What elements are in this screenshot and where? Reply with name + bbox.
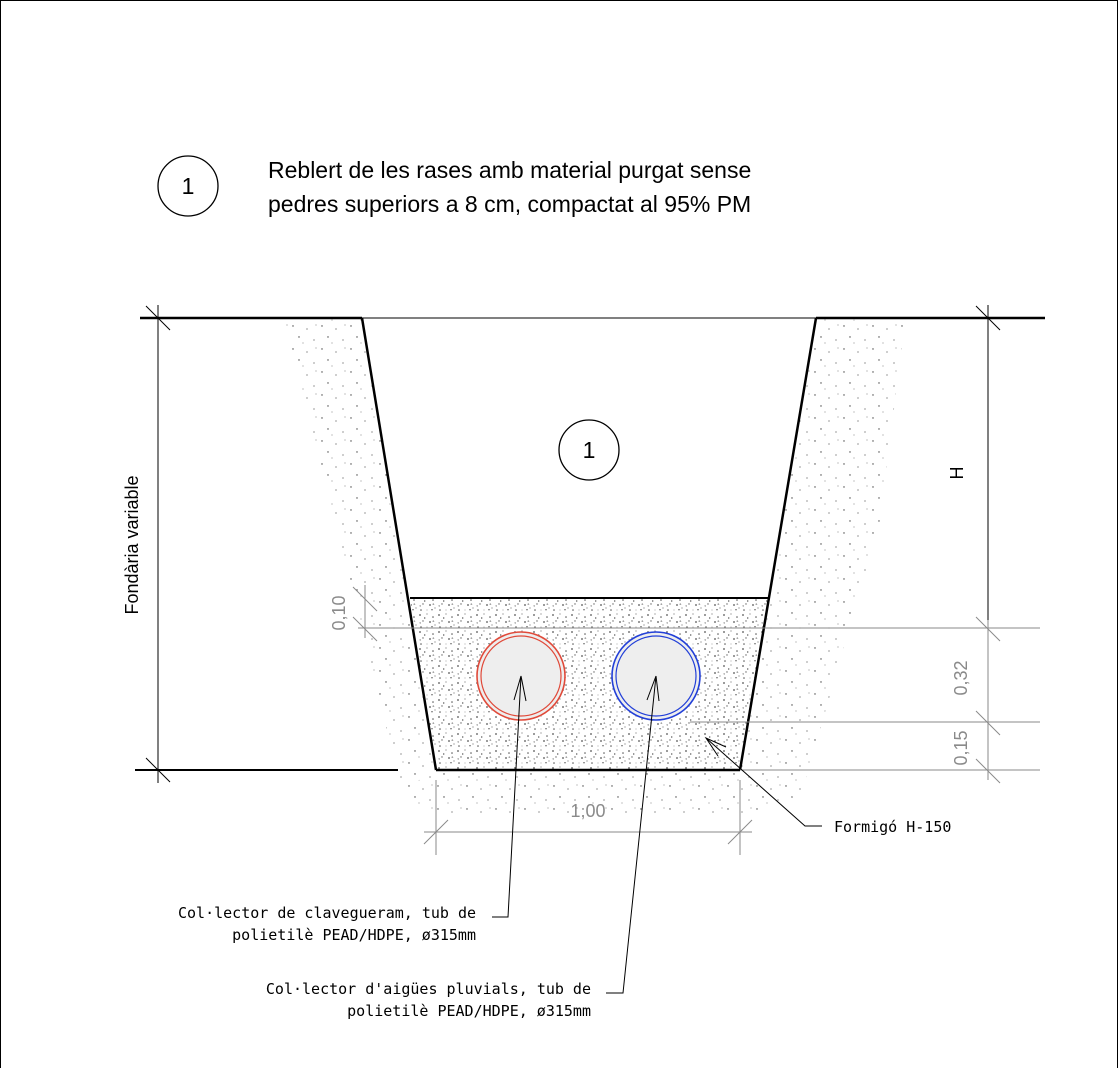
top-layer-dimension-label: 0,10 (329, 595, 349, 630)
layer-tick-2 (975, 710, 1001, 736)
depth-dimension (145, 305, 171, 783)
width-tick-right (727, 819, 753, 845)
pipe-zone-dimension-label: 0,32 (951, 660, 971, 695)
depth-tick-bottom (145, 757, 171, 783)
sewer-label-line-2: polietilè PEAD/HDPE, ø315mm (232, 926, 476, 944)
soil-left-band (285, 318, 436, 780)
legend-text-line-1: Reblert de les rases amb material purgat… (268, 157, 751, 183)
soil-right-band (740, 318, 905, 800)
depth-label: Fondària variable (122, 475, 142, 614)
leader-lines (492, 675, 822, 994)
stormwater-label-line-2: polietilè PEAD/HDPE, ø315mm (347, 1002, 591, 1020)
depth-tick-top (145, 305, 171, 331)
trench-outline (135, 316, 1045, 772)
concrete-label: Formigó H-150 (834, 818, 951, 836)
sewer-leader-arrowhead (513, 675, 527, 702)
width-dimension (423, 780, 753, 855)
height-tick-top (975, 305, 1001, 331)
layer-tick-1 (975, 616, 1001, 642)
stormwater-leader-arrowhead (646, 675, 660, 702)
sewer-label-line-1: Col·lector de clavegueram, tub de (178, 904, 476, 922)
sewer-leader-line (492, 675, 522, 918)
top-layer-tick-2 (352, 616, 378, 642)
top-layer-tick-1 (352, 586, 378, 612)
height-dimension (975, 305, 1001, 640)
width-dimension-label: 1,00 (570, 801, 605, 821)
legend-text-line-2: pedres superiors a 8 cm, compactat al 95… (268, 191, 751, 217)
fill-marker-number: 1 (583, 437, 596, 463)
concrete-leader-line (705, 737, 822, 827)
stormwater-pipe-inner-ring (615, 635, 697, 717)
bedding-dimension-label: 0,15 (951, 730, 971, 765)
height-label: H (947, 467, 967, 480)
width-tick-left (423, 819, 449, 845)
soil-bottom-band (398, 772, 800, 815)
legend: 1 Reblert de les rases amb material purg… (157, 155, 751, 217)
top-layer-dimension (352, 585, 378, 642)
legend-number: 1 (182, 173, 195, 199)
surrounding-soil (285, 318, 905, 815)
concrete-leader-arrowhead (704, 736, 727, 757)
trench-wall-right (738, 317, 818, 771)
legend-number-circle (157, 155, 219, 217)
layer-tick-3 (975, 758, 1001, 784)
concrete-bedding (410, 598, 768, 770)
fill-marker-circle (558, 419, 620, 481)
stormwater-label-line-1: Col·lector d'aigües pluvials, tub de (266, 980, 591, 998)
stormwater-leader-line (606, 675, 657, 994)
layer-dimensions-right (358, 616, 1040, 784)
trench-wall-left (360, 317, 438, 771)
sewer-pipe-inner-ring (480, 635, 562, 717)
